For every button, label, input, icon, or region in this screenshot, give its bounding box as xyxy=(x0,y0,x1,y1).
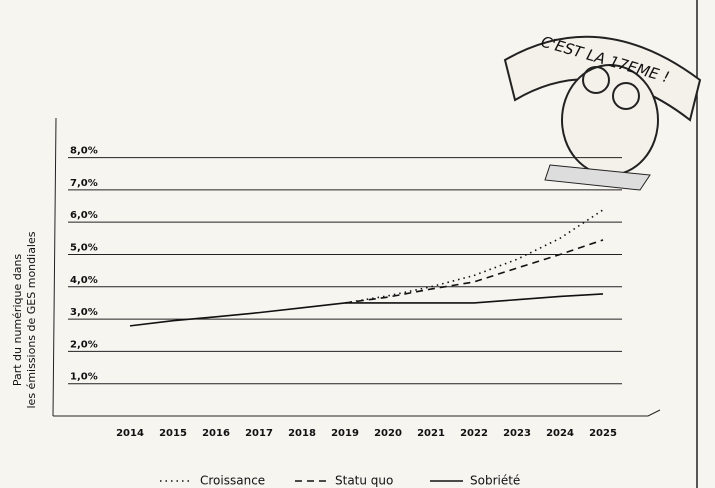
x-tick-label: 2018 xyxy=(288,428,316,439)
eye xyxy=(582,66,610,94)
legend-label: Statu quo xyxy=(335,474,393,488)
x-tick-label: 2014 xyxy=(116,428,144,439)
legend-label: Croissance xyxy=(200,474,265,488)
sticker: C'EST LA 17EME ! xyxy=(503,33,702,191)
y-axis xyxy=(52,117,57,417)
x-tick-label: 2019 xyxy=(331,428,359,439)
y-tick-label: 3,0% xyxy=(70,307,98,318)
line-series xyxy=(344,209,604,304)
x-tick-label: 2024 xyxy=(546,428,574,439)
line-series xyxy=(129,293,604,327)
y-tick-label: 1,0% xyxy=(70,372,98,383)
y-axis-label: les émissions de GES mondiales xyxy=(25,231,38,408)
x-tick-label: 2015 xyxy=(159,428,187,439)
y-tick-label: 2,0% xyxy=(70,339,98,350)
eye xyxy=(612,82,640,110)
y-tick-label: 5,0% xyxy=(70,242,98,253)
y-axis-label: Part du numérique dans xyxy=(11,254,24,387)
x-tick-label: 2020 xyxy=(374,428,402,439)
x-tick-label: 2025 xyxy=(589,428,617,439)
y-tick-label: 4,0% xyxy=(70,275,98,286)
character xyxy=(561,64,659,176)
y-tick-label: 7,0% xyxy=(70,178,98,189)
x-tick-label: 2023 xyxy=(503,428,531,439)
x-tick-label: 2017 xyxy=(245,428,273,439)
y-tick-label: 6,0% xyxy=(70,210,98,221)
clothes xyxy=(544,164,651,191)
legend-label: Sobriété xyxy=(470,474,520,488)
x-tick-label: 2022 xyxy=(460,428,488,439)
x-tick-label: 2016 xyxy=(202,428,230,439)
x-tick-label: 2021 xyxy=(417,428,445,439)
x-axis xyxy=(53,409,661,417)
y-tick-label: 8,0% xyxy=(70,146,98,157)
line-series xyxy=(344,239,604,304)
